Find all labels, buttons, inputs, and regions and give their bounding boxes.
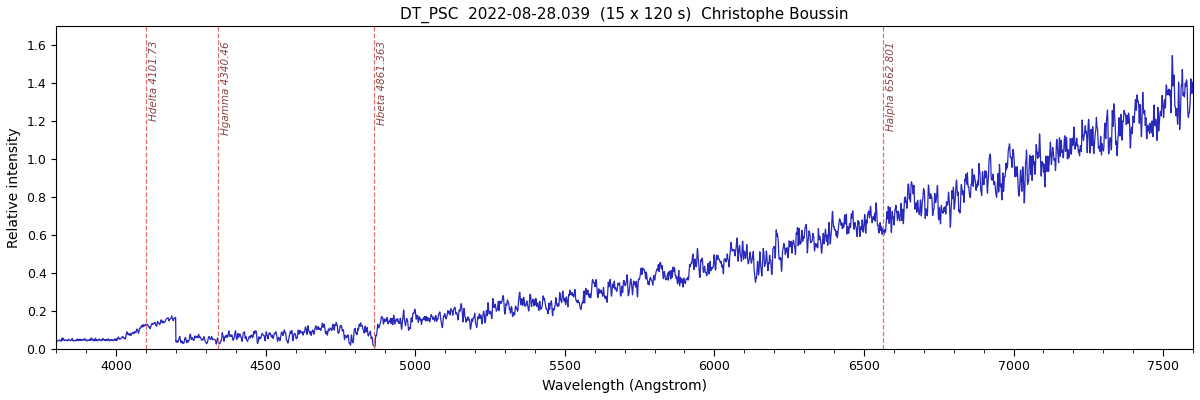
Y-axis label: Relative intensity: Relative intensity [7, 127, 20, 248]
Title: DT_PSC  2022-08-28.039  (15 x 120 s)  Christophe Boussin: DT_PSC 2022-08-28.039 (15 x 120 s) Chris… [401, 7, 848, 23]
Text: Hdelta 4101.73: Hdelta 4101.73 [150, 41, 160, 122]
Text: Hgamma 4340.46: Hgamma 4340.46 [221, 41, 230, 135]
Text: Hbeta 4861.363: Hbeta 4861.363 [377, 41, 386, 125]
X-axis label: Wavelength (Angstrom): Wavelength (Angstrom) [542, 379, 707, 393]
Text: Halpha 6562.801: Halpha 6562.801 [886, 41, 895, 130]
